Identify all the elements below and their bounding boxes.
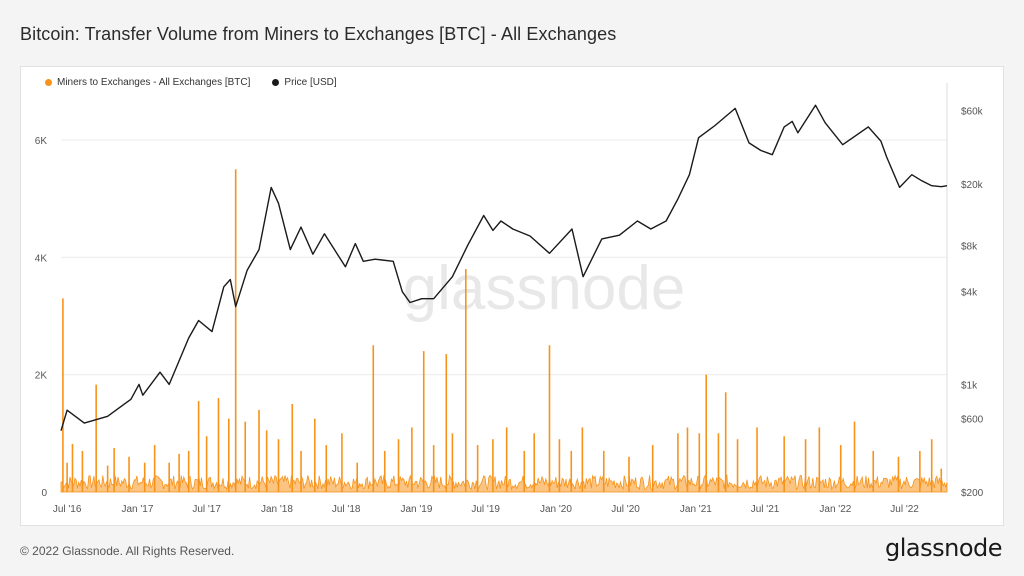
legend-swatch-volume [45, 79, 52, 86]
x-axis-tick-label: Jan '19 [401, 504, 433, 515]
legend-swatch-price [272, 79, 280, 86]
x-axis-tick-label: Jan '20 [540, 504, 572, 515]
right-axis-tick-label: $8k [961, 241, 978, 252]
watermark-text: glassnode [403, 254, 686, 323]
x-axis-tick-label: Jul '20 [611, 504, 640, 515]
legend: Miners to Exchanges - All Exchanges [BTC… [45, 77, 337, 88]
legend-label-volume: Miners to Exchanges - All Exchanges [BTC… [57, 77, 251, 88]
page-title: Bitcoin: Transfer Volume from Miners to … [20, 24, 617, 44]
left-axis-tick-label: 6K [35, 136, 48, 147]
x-axis-tick-label: Jul '22 [890, 504, 919, 515]
right-axis-tick-label: $4k [961, 288, 978, 299]
x-axis-tick-label: Jul '19 [471, 504, 500, 515]
right-axis-tick-label: $60k [961, 107, 984, 118]
chart-plot[interactable]: 0 2K 4K 6K $200 $600 $1k $4k $8k $20k $60k Jul '16 J… [21, 67, 1003, 525]
right-axis-tick-label: $1k [961, 380, 978, 391]
x-axis-tick-label: Jul '16 [53, 504, 82, 515]
x-axis-tick-label: Jan '22 [819, 504, 851, 515]
x-axis-tick-label: Jan '18 [261, 504, 293, 515]
right-axis-tick-label: $200 [961, 488, 984, 499]
legend-item-price[interactable]: Price [USD] [272, 77, 337, 88]
right-axis-tick-label: $20k [961, 180, 984, 191]
x-axis-tick-label: Jan '21 [680, 504, 712, 515]
copyright-text: © 2022 Glassnode. All Rights Reserved. [20, 544, 235, 558]
x-axis-tick-label: Jul '21 [751, 504, 780, 515]
chart-card: Miners to Exchanges - All Exchanges [BTC… [20, 66, 1004, 526]
left-axis-tick-label: 4K [35, 253, 48, 264]
legend-item-volume[interactable]: Miners to Exchanges - All Exchanges [BTC… [45, 77, 250, 88]
x-axis-tick-label: Jan '17 [121, 504, 153, 515]
left-axis-tick-label: 0 [41, 488, 47, 499]
x-axis-tick-label: Jul '17 [192, 504, 221, 515]
price-line [60, 104, 948, 431]
left-axis-tick-label: 2K [35, 371, 48, 382]
legend-label-price: Price [USD] [284, 77, 337, 88]
x-axis-tick-label: Jul '18 [332, 504, 361, 515]
glassnode-logo[interactable]: glassnode [884, 534, 1003, 562]
right-axis-tick-label: $600 [961, 415, 984, 426]
volume-baseline-area [60, 473, 948, 493]
